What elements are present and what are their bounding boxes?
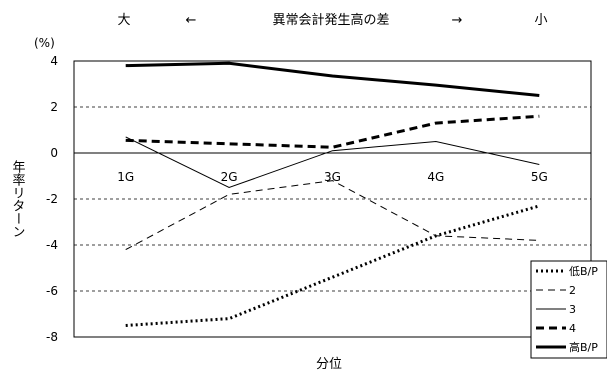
legend-label: 高B/P [569,340,598,354]
legend: 低B/P 2 3 4 高B/P [530,260,607,359]
annotation-large: 大 [117,13,130,28]
series-line-1 [125,204,540,327]
y-tick-label: 4 [50,54,58,68]
legend-label: 低B/P [569,265,598,278]
annotation-left-arrow: ← [186,13,197,28]
legend-label: 3 [569,303,576,316]
series-lines [125,61,540,327]
x-tick-label: 2G [221,170,238,184]
y-unit-label: (%) [34,36,55,50]
x-tick-label: 3G [324,170,341,184]
annotation-title: 異常会計発生高の差 [272,12,389,28]
y-tick-label: 2 [50,100,58,114]
x-tick-label: 5G [531,170,548,184]
grid-lines [74,106,591,292]
legend-label: 4 [569,322,576,335]
series-line-5 [125,61,540,97]
x-tick-label: 4G [427,170,444,184]
y-tick-label: -4 [46,238,58,252]
series-line-2 [125,180,540,251]
x-tick-label: 1G [117,170,134,184]
x-axis-label: 分位 [316,357,342,372]
y-tick-label: -2 [46,192,58,206]
x-category-labels: 1G 2G 3G 4G 5G [117,170,548,184]
y-tick-label: -8 [46,330,58,344]
annotation-small: 小 [534,13,547,28]
y-tick-label: -6 [46,284,58,298]
series-line-4 [125,114,540,149]
y-tick-labels: 4 2 0 -2 -4 -6 -8 [46,54,58,344]
annotation-right-arrow: → [452,13,463,28]
series-line-3 [125,136,540,189]
y-tick-label: 0 [50,146,58,160]
y-axis-label: 年率リターン [10,160,26,238]
legend-label: 2 [569,284,576,297]
